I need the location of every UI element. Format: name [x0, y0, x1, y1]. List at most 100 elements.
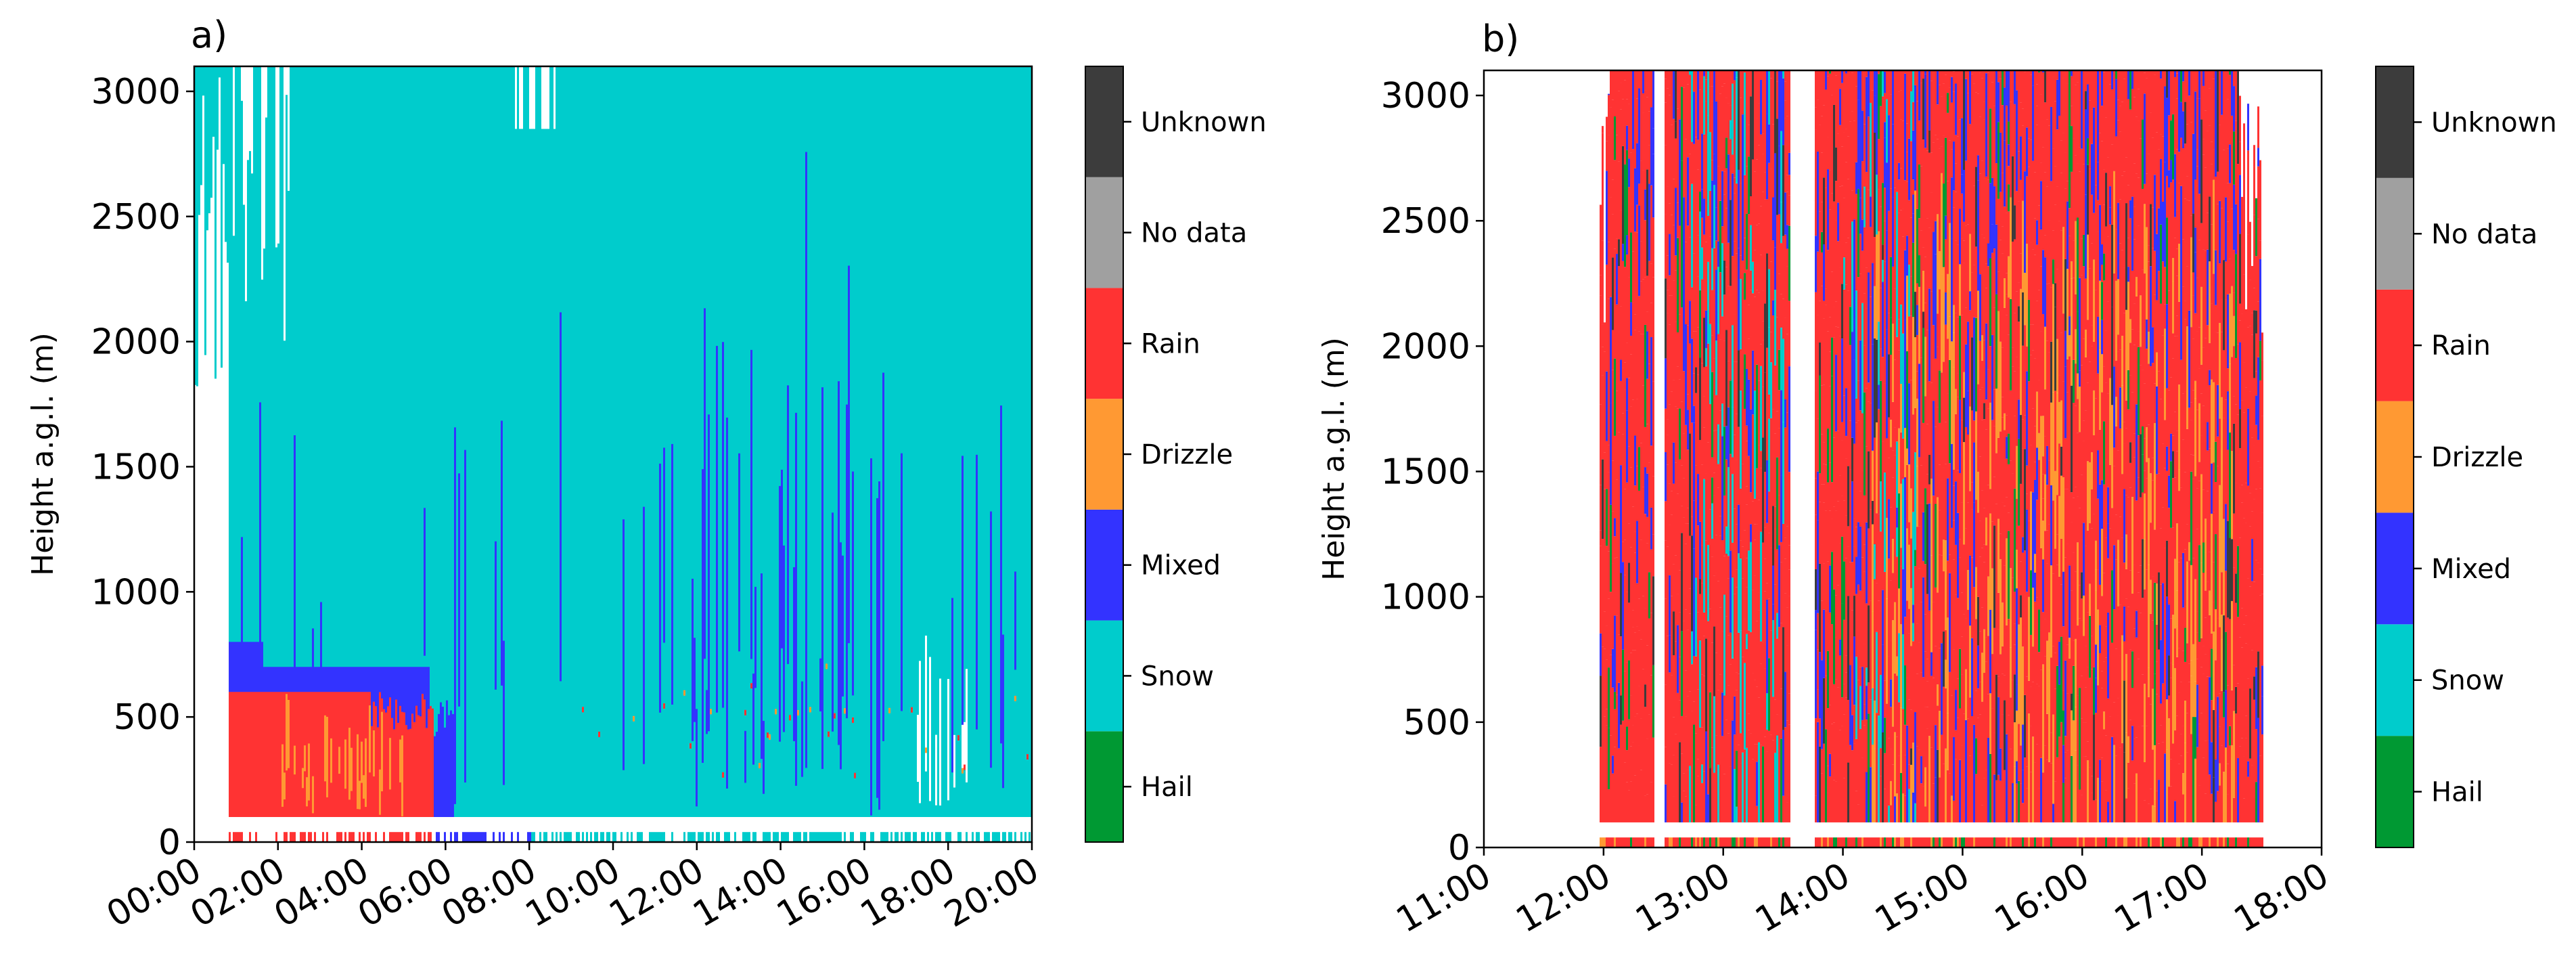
heatmap-cell [1699, 727, 1701, 822]
heatmap-cell [1780, 738, 1782, 822]
heatmap-cell [1989, 346, 1991, 403]
heatmap-cell [1839, 70, 1841, 89]
heatmap-cell [1754, 524, 1756, 540]
heatmap-cell [1924, 148, 1926, 257]
heatmap-cell [1732, 83, 1734, 155]
heatmap-cell [888, 707, 890, 713]
heatmap-cell [1648, 111, 1650, 146]
heatmap-cell [1665, 598, 1667, 685]
heatmap-cell [1937, 684, 1939, 706]
heatmap-cell [2103, 169, 2105, 205]
heatmap-cell [458, 66, 460, 818]
heatmap-cell [1730, 837, 1732, 847]
heatmap-cell [395, 66, 397, 818]
heatmap-cell [1872, 524, 1874, 612]
heatmap-cell [1612, 70, 1614, 100]
heatmap-cell [2073, 720, 2075, 822]
heatmap-cell [1884, 72, 1886, 93]
heatmap-cell [1786, 802, 1788, 822]
heatmap-cell [2215, 801, 2217, 822]
heatmap-cell [1766, 253, 1768, 348]
heatmap-cell [1786, 607, 1788, 646]
heatmap-cell [1878, 231, 1880, 322]
heatmap-cell [2166, 217, 2168, 305]
heatmap-cell [284, 772, 286, 800]
heatmap-cell [1748, 70, 1750, 125]
heatmap-cell [1947, 770, 1949, 822]
heatmap-cell [1695, 465, 1697, 528]
heatmap-cell [1912, 743, 1914, 793]
heatmap-cell [2087, 741, 2089, 761]
heatmap-cell [966, 832, 968, 842]
heatmap-cell [1837, 837, 1839, 847]
heatmap-cell [2087, 234, 2089, 320]
heatmap-cell [1859, 410, 1861, 491]
heatmap-cell [2046, 445, 2048, 485]
heatmap-cell [1999, 837, 2002, 847]
heatmap-cell [1746, 504, 1748, 558]
heatmap-cell [1912, 837, 1914, 847]
heatmap-cell [2069, 565, 2071, 638]
heatmap-cell [2105, 626, 2107, 658]
heatmap-cell [1926, 728, 1928, 822]
heatmap-cell [1632, 149, 1634, 252]
heatmap-cell [1924, 806, 1926, 822]
heatmap-cell [2046, 186, 2048, 284]
heatmap-cell [1861, 757, 1863, 822]
heatmap-cell [1953, 190, 1955, 208]
heatmap-cell [379, 769, 381, 815]
heatmap-cell [1977, 718, 1979, 754]
heatmap-cell [1981, 653, 1983, 702]
heatmap-cell [306, 66, 308, 818]
heatmap-cell [1843, 684, 1845, 715]
heatmap-cell [2190, 471, 2192, 565]
heatmap-cell [2038, 686, 2040, 789]
heatmap-cell [1863, 70, 1866, 125]
heatmap-cell [1880, 481, 1882, 532]
heatmap-cell [1608, 789, 1610, 822]
heatmap-cell [1933, 783, 1935, 822]
heatmap-cell [614, 832, 616, 842]
heatmap-cell [809, 66, 811, 818]
heatmap-cell [2123, 641, 2125, 681]
heatmap-cell [2006, 213, 2008, 273]
heatmap-cell [1872, 745, 1874, 822]
heatmap-cell [1760, 745, 1762, 822]
heatmap-cell [2211, 793, 2213, 822]
heatmap-cell [2188, 439, 2190, 510]
heatmap-cell [2164, 837, 2166, 847]
heatmap-cell [2101, 781, 2103, 822]
heatmap-cell [1894, 70, 1896, 79]
heatmap-cell [1953, 141, 1955, 191]
heatmap-cell [1918, 568, 1920, 643]
heatmap-cell [1695, 237, 1697, 332]
heatmap-cell [1770, 630, 1772, 735]
heatmap-cell [2071, 171, 2073, 262]
heatmap-cell [564, 66, 566, 818]
heatmap-cell [2184, 627, 2186, 662]
heatmap-cell [2008, 211, 2010, 257]
heatmap-cell [2123, 313, 2125, 422]
heatmap-cell [1971, 171, 1973, 273]
heatmap-cell [1618, 432, 1620, 469]
heatmap-cell [600, 832, 602, 842]
heatmap-cell [1906, 236, 1908, 276]
heatmap-cell [2071, 693, 2073, 711]
heatmap-cell [1671, 295, 1673, 392]
heatmap-cell [1908, 464, 1910, 523]
heatmap-cell [1955, 690, 1957, 730]
heatmap-cell [1884, 753, 1886, 789]
heatmap-cell [2205, 110, 2207, 168]
heatmap-cell [1766, 730, 1768, 752]
heatmap-cell [1916, 674, 1918, 747]
heatmap-cell [2002, 397, 2004, 418]
heatmap-cell [2006, 105, 2008, 213]
heatmap-cell [2202, 85, 2205, 139]
heatmap-cell [884, 832, 886, 842]
heatmap-cell [777, 832, 779, 842]
heatmap-cell [941, 66, 943, 818]
heatmap-cell [221, 66, 223, 368]
heatmap-cell [1683, 621, 1685, 714]
heatmap-cell [255, 692, 257, 818]
heatmap-cell [1933, 142, 1935, 232]
